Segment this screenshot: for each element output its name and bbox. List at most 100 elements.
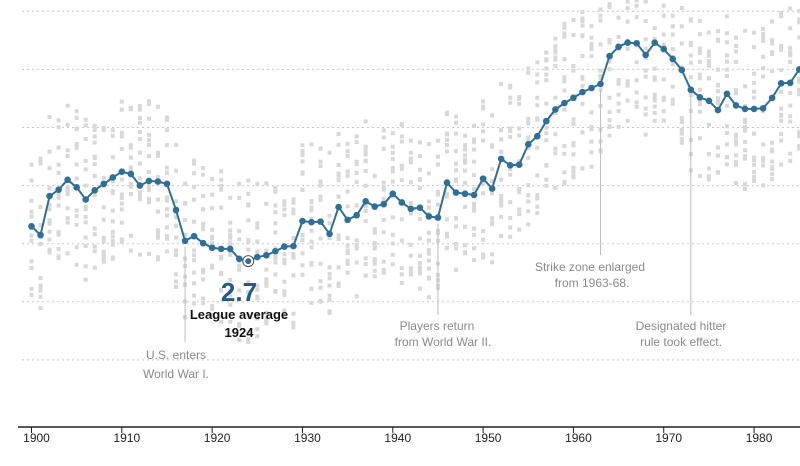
team-dot: [201, 270, 206, 275]
team-dot: [472, 137, 477, 142]
team-dot: [137, 129, 142, 134]
team-dot: [417, 140, 422, 145]
team-dot: [417, 167, 422, 172]
team-dot: [643, 37, 648, 42]
team-dot: [724, 67, 729, 72]
team-dot: [119, 147, 124, 152]
team-dot: [743, 84, 748, 89]
annotation-ww1-line2: World War I.: [143, 367, 209, 381]
team-dot: [399, 272, 404, 277]
team-dot: [670, 84, 675, 89]
team-dot: [661, 3, 666, 8]
data-point: [46, 192, 53, 200]
team-dot: [119, 130, 124, 135]
team-dot: [354, 180, 359, 185]
team-dot: [246, 191, 251, 196]
team-dot: [454, 161, 459, 166]
team-dot: [47, 186, 52, 191]
team-dot: [228, 293, 233, 298]
team-dot: [137, 193, 142, 198]
team-dot: [201, 277, 206, 282]
team-dot: [336, 142, 341, 147]
team-dot: [535, 173, 540, 178]
team-dot: [345, 236, 350, 241]
team-dot: [444, 231, 449, 236]
team-dot: [155, 235, 160, 240]
data-point: [362, 197, 369, 205]
team-dot: [201, 267, 206, 272]
league-average-line: [30, 41, 800, 263]
team-dot: [399, 280, 404, 285]
team-dot: [463, 133, 468, 138]
team-dot: [128, 181, 133, 186]
team-dot: [101, 249, 106, 254]
team-dot: [526, 209, 531, 214]
team-dot: [300, 148, 305, 153]
team-dot: [481, 122, 486, 127]
team-dot: [444, 149, 449, 154]
team-dot: [733, 43, 738, 48]
team-dot: [273, 255, 278, 260]
team-dot: [390, 241, 395, 246]
team-dot: [417, 186, 422, 191]
team-dot: [65, 122, 70, 127]
team-dot: [309, 205, 314, 210]
team-dot: [643, 74, 648, 79]
team-dot: [661, 109, 666, 114]
team-dot: [553, 132, 558, 137]
team-dot: [47, 166, 52, 171]
team-dot: [562, 31, 567, 36]
team-dot: [697, 59, 702, 64]
team-dot: [770, 167, 775, 172]
team-dot: [417, 265, 422, 270]
team-dot: [228, 302, 233, 307]
team-dot: [92, 226, 97, 231]
team-dot: [174, 199, 179, 204]
data-point: [136, 182, 144, 189]
team-dot: [733, 162, 738, 167]
team-dot: [408, 138, 413, 143]
team-dot: [47, 247, 52, 252]
team-dot: [679, 24, 684, 29]
data-point: [272, 247, 279, 255]
highlight-1924: 2.7 League average 1924: [190, 255, 288, 340]
data-point: [660, 45, 668, 53]
team-dot: [381, 128, 386, 133]
team-dot: [309, 261, 314, 266]
team-dot: [435, 162, 440, 167]
team-dot: [743, 28, 748, 33]
team-dot: [752, 89, 757, 94]
team-dot: [201, 193, 206, 198]
team-dot: [56, 162, 61, 167]
team-dot: [435, 202, 440, 207]
team-dot: [733, 35, 738, 40]
team-dot: [345, 149, 350, 154]
team-dot: [408, 157, 413, 162]
team-dot: [580, 101, 585, 106]
team-dot: [706, 76, 711, 81]
team-dot: [526, 193, 531, 198]
team-dot: [463, 153, 468, 158]
team-dot: [607, 110, 612, 115]
team-dot: [273, 203, 278, 208]
team-dot: [237, 267, 242, 272]
team-dot: [47, 237, 52, 242]
team-dot: [327, 271, 332, 276]
team-dot: [697, 51, 702, 56]
team-dot: [408, 201, 413, 206]
team-dot: [155, 175, 160, 180]
team-dot: [444, 192, 449, 197]
team-dot: [29, 293, 34, 298]
team-dot: [83, 214, 88, 219]
team-dot: [454, 216, 459, 221]
team-dot: [273, 260, 278, 265]
team-dot: [101, 257, 106, 262]
team-dot: [688, 43, 693, 48]
data-point: [732, 102, 740, 109]
data-point: [669, 55, 677, 63]
team-dot: [508, 225, 513, 230]
team-dot: [490, 143, 495, 148]
team-dot: [688, 53, 693, 58]
team-dot: [463, 160, 468, 165]
team-dot: [363, 273, 368, 278]
